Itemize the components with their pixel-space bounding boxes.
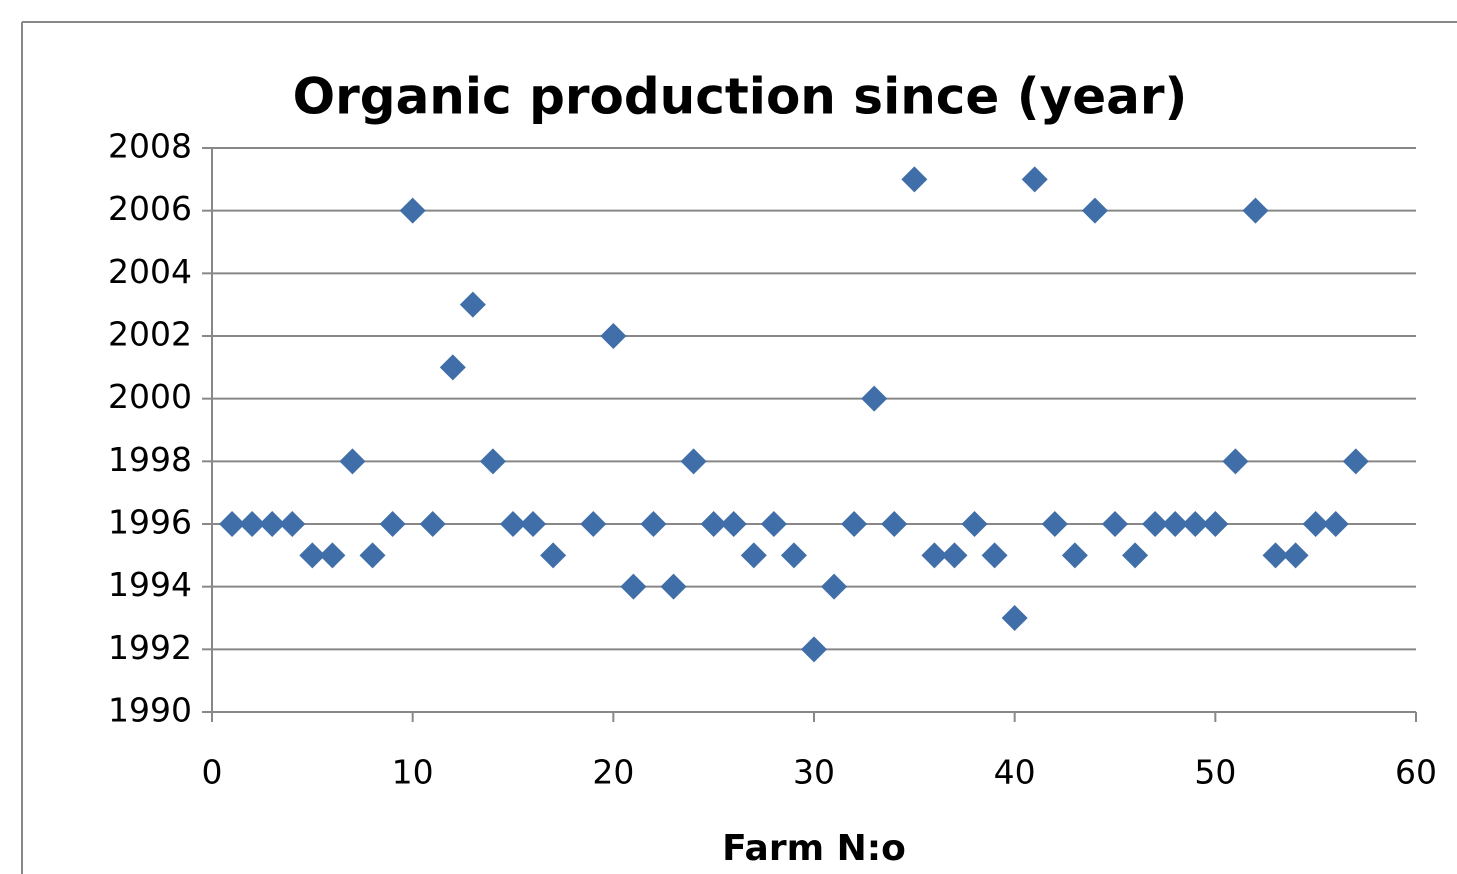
data-point	[1342, 448, 1369, 475]
data-point	[1302, 511, 1329, 537]
data-point	[600, 323, 627, 349]
x-tick-label: 10	[392, 753, 434, 792]
data-point	[580, 511, 607, 537]
data-point	[319, 542, 346, 569]
data-point	[841, 511, 868, 537]
data-point	[1282, 542, 1309, 569]
data-point	[1021, 166, 1048, 193]
x-tick-label: 0	[202, 753, 223, 792]
data-point	[1122, 542, 1149, 569]
data-point	[941, 542, 968, 569]
data-point	[901, 166, 928, 193]
data-point	[700, 511, 727, 537]
y-tick-label: 2000	[108, 377, 192, 416]
data-point	[299, 542, 326, 569]
data-point	[359, 542, 386, 569]
y-tick-label: 2006	[108, 189, 192, 228]
data-point	[921, 542, 948, 569]
x-tick-label: 20	[592, 753, 634, 792]
data-point	[459, 291, 486, 318]
x-tick-label: 30	[793, 753, 835, 792]
data-point	[760, 511, 787, 537]
data-point	[680, 448, 707, 475]
data-point	[540, 542, 567, 569]
y-tick-label: 2008	[108, 127, 192, 166]
data-point	[1061, 542, 1088, 569]
x-tick-label: 50	[1194, 753, 1236, 792]
x-tick-label: 60	[1395, 753, 1437, 792]
y-tick-label: 1990	[108, 691, 192, 730]
data-point	[1202, 511, 1229, 537]
data-point	[981, 542, 1008, 569]
y-tick-label: 1992	[108, 628, 192, 667]
data-point	[1001, 605, 1028, 631]
data-point	[419, 511, 446, 537]
data-point	[520, 511, 547, 537]
data-point	[219, 511, 246, 537]
data-point	[1081, 197, 1108, 224]
data-point	[1162, 511, 1189, 537]
data-point	[720, 511, 747, 537]
data-point	[1262, 542, 1289, 569]
data-point	[1322, 511, 1349, 537]
data-point	[881, 511, 908, 537]
data-point	[640, 511, 667, 537]
data-point	[1041, 511, 1068, 537]
data-point	[780, 542, 807, 569]
data-point	[740, 542, 767, 569]
data-point	[259, 511, 286, 537]
data-point	[961, 511, 988, 537]
data-point	[1142, 511, 1169, 537]
chart-title: Organic production since (year)	[293, 68, 1188, 126]
data-point	[620, 573, 647, 600]
y-tick-label: 2002	[108, 315, 192, 354]
y-tick-label: 1994	[108, 565, 192, 604]
x-tick-label: 40	[994, 753, 1036, 792]
data-point	[379, 511, 406, 537]
data-point	[479, 448, 506, 475]
data-point	[500, 511, 526, 537]
data-point	[1242, 197, 1269, 224]
data-point	[660, 573, 687, 600]
y-tick-label: 2004	[108, 252, 192, 291]
y-tick-label: 1998	[108, 440, 192, 479]
data-point	[1182, 511, 1209, 537]
data-point	[279, 511, 306, 537]
data-point	[1222, 448, 1249, 475]
data-point	[1102, 511, 1128, 537]
data-point	[339, 448, 366, 475]
x-axis-label: Farm N:o	[722, 828, 906, 869]
data-point	[399, 197, 426, 224]
y-tick-label: 1996	[108, 503, 192, 542]
data-point	[239, 511, 266, 537]
data-point	[439, 354, 466, 381]
data-point	[821, 573, 848, 600]
data-point	[861, 385, 888, 412]
data-point	[801, 636, 827, 663]
